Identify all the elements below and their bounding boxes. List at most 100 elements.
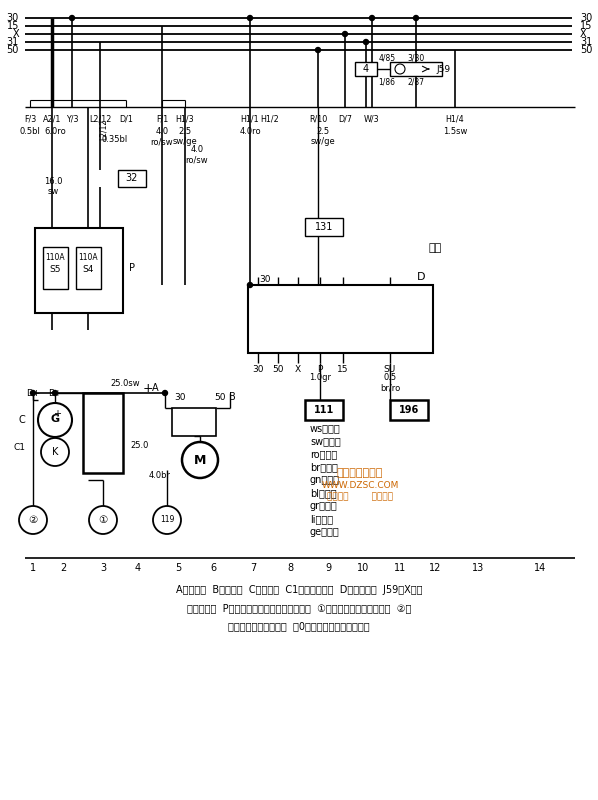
Circle shape <box>413 15 419 21</box>
Text: 1.5sw: 1.5sw <box>443 127 467 137</box>
Text: R/10: R/10 <box>309 115 327 124</box>
Bar <box>305 218 343 236</box>
Text: 196: 196 <box>399 405 419 415</box>
Text: 119: 119 <box>160 515 174 525</box>
Text: sw＝黑色: sw＝黑色 <box>310 436 341 446</box>
Text: F/1: F/1 <box>156 115 168 124</box>
Text: ⓒ: ⓒ <box>164 515 170 525</box>
Bar <box>248 285 433 353</box>
Text: 2.5: 2.5 <box>178 127 191 137</box>
Circle shape <box>19 506 47 534</box>
Text: sw: sw <box>47 186 59 195</box>
Circle shape <box>182 442 218 478</box>
Text: A: A <box>152 383 158 393</box>
Circle shape <box>30 390 35 395</box>
Text: B+: B+ <box>48 389 62 398</box>
Text: Y/3: Y/3 <box>66 115 78 124</box>
Text: 12: 12 <box>429 563 441 573</box>
Text: 32: 32 <box>126 173 138 183</box>
Text: 4.0ro: 4.0ro <box>239 127 261 137</box>
Text: J59: J59 <box>436 65 450 74</box>
Text: 31: 31 <box>7 37 19 47</box>
Text: +: + <box>143 382 153 394</box>
Circle shape <box>370 15 374 21</box>
Bar <box>76 247 101 289</box>
Bar <box>355 62 377 76</box>
Text: 14: 14 <box>534 563 546 573</box>
Text: D/1: D/1 <box>119 115 133 124</box>
Text: SU: SU <box>384 366 396 374</box>
Bar <box>43 247 68 289</box>
Text: 25.0: 25.0 <box>131 441 149 450</box>
Text: C: C <box>19 415 25 425</box>
Text: ①: ① <box>99 515 108 525</box>
Text: 全球最大        采购平台: 全球最大 采购平台 <box>327 493 393 502</box>
Text: 接地点，变速器一车身  ␒0－接地点，中央继电器盒: 接地点，变速器一车身 ␒0－接地点，中央继电器盒 <box>228 621 370 631</box>
Text: 0.5: 0.5 <box>383 374 396 382</box>
Circle shape <box>316 47 321 53</box>
Text: 25.0sw: 25.0sw <box>110 378 140 387</box>
Circle shape <box>41 438 69 466</box>
Text: ge＝黄色: ge＝黄色 <box>310 527 340 537</box>
Text: 0.5bl: 0.5bl <box>20 127 41 137</box>
Text: W/3: W/3 <box>364 115 380 124</box>
Text: 119: 119 <box>160 515 174 525</box>
Text: 0.35bl: 0.35bl <box>102 135 128 145</box>
Text: 1: 1 <box>30 563 36 573</box>
Text: L2/12: L2/12 <box>89 115 111 124</box>
Text: X: X <box>295 366 301 374</box>
Text: H1/1: H1/1 <box>240 115 260 124</box>
Text: 3/30: 3/30 <box>407 54 425 62</box>
Text: X: X <box>580 29 587 39</box>
Text: H1/3: H1/3 <box>176 115 194 124</box>
Circle shape <box>163 390 167 395</box>
Text: ro/sw: ro/sw <box>151 138 173 146</box>
Circle shape <box>53 390 57 395</box>
Text: 15: 15 <box>580 21 593 31</box>
Text: 10: 10 <box>357 563 369 573</box>
Text: gr＝灰色: gr＝灰色 <box>310 501 338 511</box>
Text: 9: 9 <box>325 563 331 573</box>
Text: 5: 5 <box>175 563 181 573</box>
Text: 30: 30 <box>580 13 592 23</box>
Text: A－蓄电池  B－启动机  C－发电机  C1－电压调节器  D－点火开关  J59－X触点: A－蓄电池 B－启动机 C－发电机 C1－电压调节器 D－点火开关 J59－X触… <box>176 585 422 595</box>
Text: 4.0: 4.0 <box>190 146 203 154</box>
Text: 50: 50 <box>7 45 19 55</box>
Text: 6.0ro: 6.0ro <box>44 127 66 137</box>
Text: 110A: 110A <box>78 253 98 262</box>
Text: ro/sw: ro/sw <box>186 155 208 165</box>
Text: sw/ge: sw/ge <box>310 138 335 146</box>
Text: P: P <box>318 366 323 374</box>
Text: 13: 13 <box>472 563 484 573</box>
Text: G: G <box>50 414 60 424</box>
Text: 30: 30 <box>7 13 19 23</box>
Circle shape <box>69 15 75 21</box>
Text: +: + <box>53 409 61 419</box>
Text: 1/86: 1/86 <box>379 78 395 86</box>
Text: 3: 3 <box>100 563 106 573</box>
Text: br/ro: br/ro <box>380 383 400 393</box>
Text: D/7: D/7 <box>338 115 352 124</box>
Text: WWW.DZSC.COM: WWW.DZSC.COM <box>321 481 399 490</box>
Text: ②: ② <box>28 515 38 525</box>
Text: H1/4: H1/4 <box>446 115 464 124</box>
Bar <box>172 408 216 436</box>
Text: 110A: 110A <box>45 253 65 262</box>
Text: gn＝绻色: gn＝绻色 <box>310 475 340 485</box>
Circle shape <box>153 506 181 534</box>
Text: sw/ge: sw/ge <box>173 138 197 146</box>
Text: F/3: F/3 <box>24 115 36 124</box>
Text: 4: 4 <box>135 563 141 573</box>
Text: 卸荷继电器  P－主保险丝盒，位于蓄电池上方  ①－接地点，蓄电池一车身  ②－: 卸荷继电器 P－主保险丝盒，位于蓄电池上方 ①－接地点，蓄电池一车身 ②－ <box>187 603 411 613</box>
Text: 15: 15 <box>7 21 19 31</box>
Text: ws＝白色: ws＝白色 <box>310 423 341 433</box>
Text: 30: 30 <box>252 366 264 374</box>
Text: L2/12: L2/12 <box>99 118 108 139</box>
Text: 50: 50 <box>214 393 226 402</box>
Bar <box>35 228 123 313</box>
Text: 2/87: 2/87 <box>407 78 425 86</box>
Text: 50: 50 <box>580 45 593 55</box>
Text: 4.0: 4.0 <box>155 127 169 137</box>
Text: 维库电子市场网: 维库电子市场网 <box>337 468 383 478</box>
Bar <box>305 400 343 420</box>
